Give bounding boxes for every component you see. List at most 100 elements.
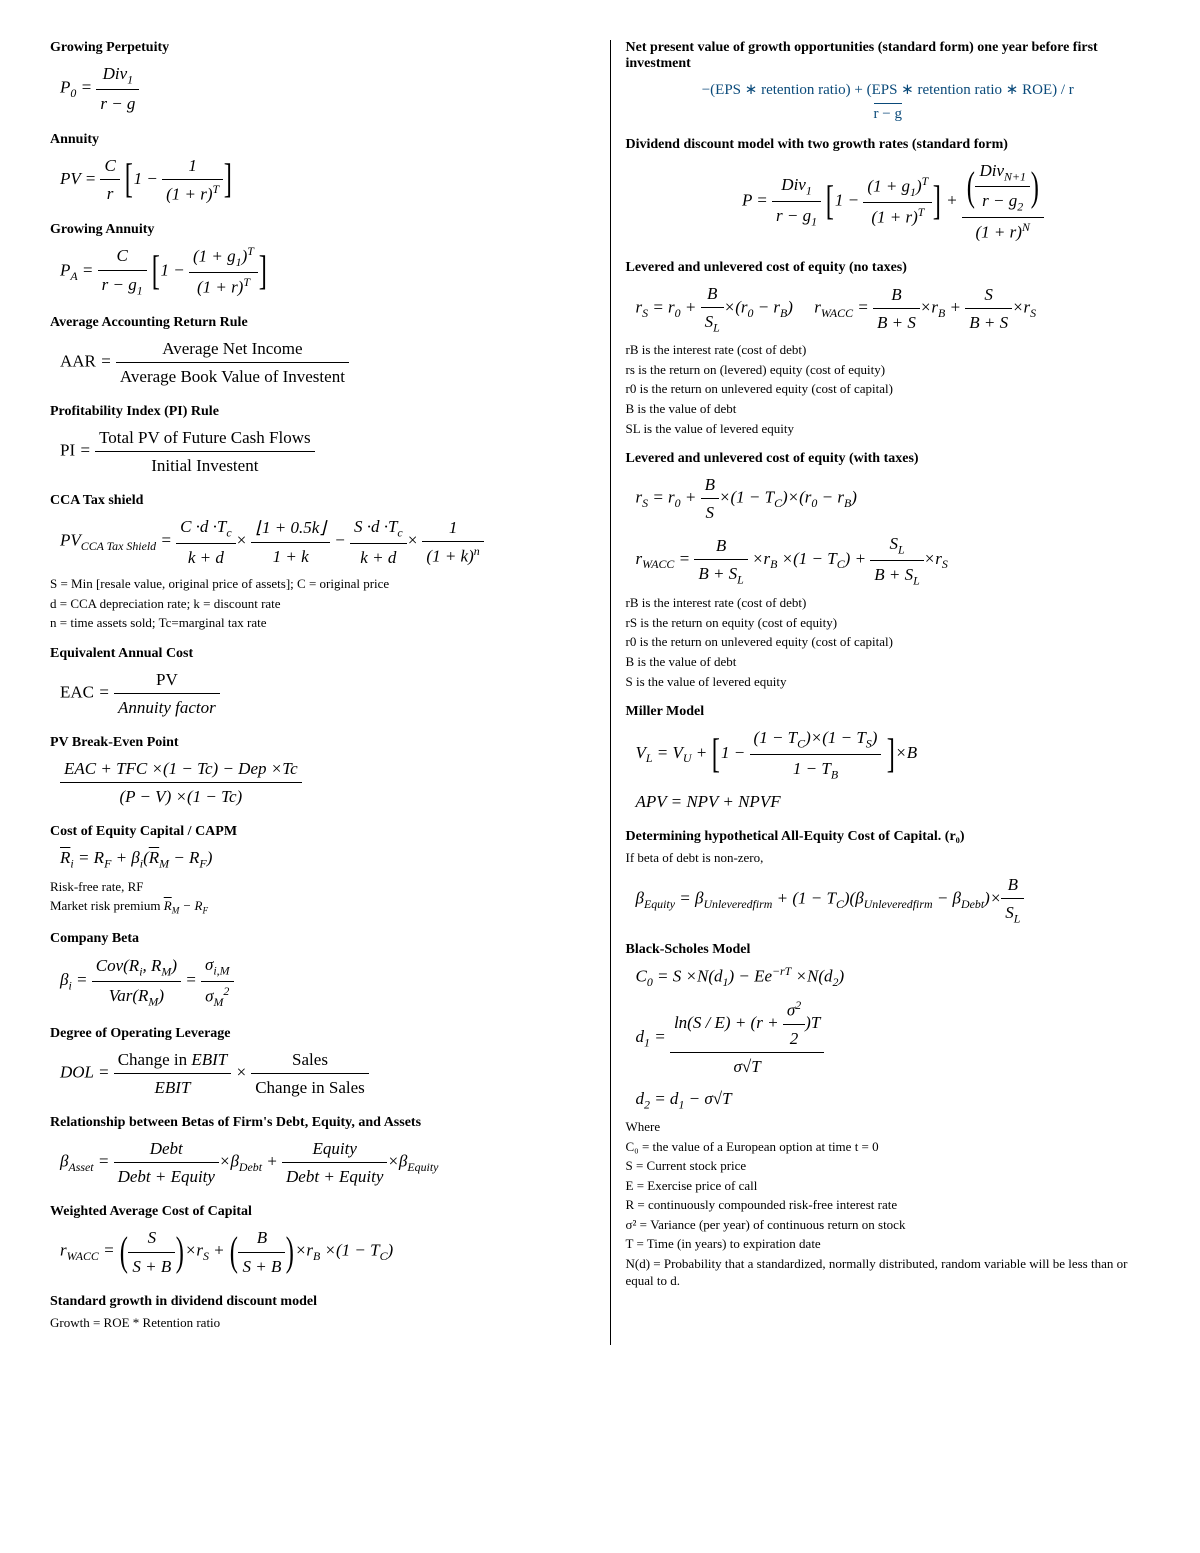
formula: d1 = ln(S / E) + (r + σ22)Tσ√T xyxy=(636,996,1151,1080)
where: Where xyxy=(626,1118,1151,1136)
formula: βi = Cov(Ri, RM)Var(RM) = σi,MσM2 xyxy=(60,951,575,1012)
note: E = Exercise price of call xyxy=(626,1177,1151,1195)
note: rB is the interest rate (cost of debt) xyxy=(626,341,1151,359)
den: (P − V) ×(1 − Tc) xyxy=(60,782,302,810)
formula: −(EPS ∗ retention ratio) + (EPS ∗ retent… xyxy=(626,80,1151,123)
section-npvgo: Net present value of growth opportunitie… xyxy=(626,40,1151,123)
note: rs is the return on (levered) equity (co… xyxy=(626,361,1151,379)
formula: rWACC = (SS + B)×rS + (BS + B)×rB ×(1 − … xyxy=(60,1224,575,1279)
page-columns: Growing Perpetuity P0 = Div1r − g Annuit… xyxy=(50,40,1150,1345)
section-growing-annuity: Growing Annuity PA = Cr − g1 [1 − (1 + g… xyxy=(50,222,575,301)
section-black-scholes: Black-Scholes Model C0 = S ×N(d1) − Ee−r… xyxy=(626,942,1151,1290)
section-dol: Degree of Operating Leverage DOL = Chang… xyxy=(50,1026,575,1101)
note: rS is the return on equity (cost of equi… xyxy=(626,614,1151,632)
section-annuity: Annuity PV = Cr [1 − 1(1 + r)T] xyxy=(50,132,575,208)
num: Total PV of Future Cash Flows xyxy=(95,424,314,451)
note: Growth = ROE * Retention ratio xyxy=(50,1314,575,1332)
title: CCA Tax shield xyxy=(50,493,575,509)
note: rB is the interest rate (cost of debt) xyxy=(626,594,1151,612)
title: Annuity xyxy=(50,132,575,148)
section-ddm-two-growth: Dividend discount model with two growth … xyxy=(626,137,1151,246)
formula: rS = r0 + BSL×(r0 − rB) rWACC = BB + S×r… xyxy=(636,280,1151,338)
section-all-equity-cost: Determining hypothetical All-Equity Cost… xyxy=(626,829,1151,928)
formula: P = Div1r − g1 [1 − (1 + g1)T(1 + r)T] +… xyxy=(636,157,1151,246)
section-std-growth: Standard growth in dividend discount mod… xyxy=(50,1294,575,1332)
note: Risk-free rate, RF xyxy=(50,878,575,896)
formula: APV = NPV + NPVF xyxy=(636,788,1151,815)
title: Standard growth in dividend discount mod… xyxy=(50,1294,575,1310)
note: S = Min [resale value, original price of… xyxy=(50,575,575,593)
formula: PA = Cr − g1 [1 − (1 + g1)T(1 + r)T] xyxy=(60,242,575,301)
section-pi: Profitability Index (PI) Rule PI = Total… xyxy=(50,404,575,479)
note: S = Current stock price xyxy=(626,1157,1151,1175)
section-growing-perpetuity: Growing Perpetuity P0 = Div1r − g xyxy=(50,40,575,118)
title: Cost of Equity Capital / CAPM xyxy=(50,824,575,840)
formula: EAC = PVAnnuity factor xyxy=(60,666,575,721)
note: σ² = Variance (per year) of continuous r… xyxy=(626,1216,1151,1234)
formula: C0 = S ×N(d1) − Ee−rT ×N(d2) xyxy=(636,962,1151,992)
title: Relationship between Betas of Firm's Deb… xyxy=(50,1115,575,1131)
formula: rWACC = BB + SL ×rB ×(1 − TC) + SLB + SL… xyxy=(636,530,1151,590)
section-pv-breakeven: PV Break-Even Point EAC + TFC ×(1 − Tc) … xyxy=(50,735,575,810)
title: Average Accounting Return Rule xyxy=(50,315,575,331)
formula: P0 = Div1r − g xyxy=(60,60,575,118)
num: EAC + TFC ×(1 − Tc) − Dep ×Tc xyxy=(60,755,302,782)
formula: DOL = Change in EBITEBIT × SalesChange i… xyxy=(60,1046,575,1101)
title: Equivalent Annual Cost xyxy=(50,646,575,662)
formula: VL = VU + [1 − (1 − TC)×(1 − TS)1 − TB ]… xyxy=(636,724,1151,784)
den: Initial Investent xyxy=(95,451,314,479)
section-miller: Miller Model VL = VU + [1 − (1 − TC)×(1 … xyxy=(626,704,1151,815)
section-aar: Average Accounting Return Rule AAR = Ave… xyxy=(50,315,575,390)
formula: PV = Cr [1 − 1(1 + r)T] xyxy=(60,152,575,208)
formula: Ri = RF + βi(RM − RF) xyxy=(60,844,575,873)
title: Miller Model xyxy=(626,704,1151,720)
title: Dividend discount model with two growth … xyxy=(626,137,1151,153)
note: T = Time (in years) to expiration date xyxy=(626,1235,1151,1253)
formula: βEquity = βUnleveredfirm + (1 − TC)(βUnl… xyxy=(636,871,1151,929)
note: r0 is the return on unlevered equity (co… xyxy=(626,633,1151,651)
formula: AAR = Average Net IncomeAverage Book Val… xyxy=(60,335,575,390)
formula: d2 = d1 − σ√T xyxy=(636,1085,1151,1114)
formula: EAC + TFC ×(1 − Tc) − Dep ×Tc(P − V) ×(1… xyxy=(60,755,575,810)
note: d = CCA depreciation rate; k = discount … xyxy=(50,595,575,613)
title: Company Beta xyxy=(50,931,575,947)
num: Average Net Income xyxy=(116,335,349,362)
den: Average Book Value of Investent xyxy=(116,362,349,390)
title: Levered and unlevered cost of equity (wi… xyxy=(626,451,1151,467)
title: Profitability Index (PI) Rule xyxy=(50,404,575,420)
section-company-beta: Company Beta βi = Cov(Ri, RM)Var(RM) = σ… xyxy=(50,931,575,1012)
section-cca: CCA Tax shield PVCCA Tax Shield = C ·d ·… xyxy=(50,493,575,631)
formula: PVCCA Tax Shield = C ·d ·Tck + d× ⌊1 + 0… xyxy=(60,513,575,571)
left-column: Growing Perpetuity P0 = Div1r − g Annuit… xyxy=(50,40,590,1345)
note: If beta of debt is non-zero, xyxy=(626,849,1151,867)
note: S is the value of levered equity xyxy=(626,673,1151,691)
section-eac: Equivalent Annual Cost EAC = PVAnnuity f… xyxy=(50,646,575,721)
title: Weighted Average Cost of Capital xyxy=(50,1204,575,1220)
note: B is the value of debt xyxy=(626,400,1151,418)
note: C₀ = the value of a European option at t… xyxy=(626,1138,1151,1156)
note: r0 is the return on unlevered equity (co… xyxy=(626,380,1151,398)
title: Levered and unlevered cost of equity (no… xyxy=(626,260,1151,276)
title: PV Break-Even Point xyxy=(50,735,575,751)
note: n = time assets sold; Tc=marginal tax ra… xyxy=(50,614,575,632)
right-column: Net present value of growth opportunitie… xyxy=(610,40,1151,1345)
section-beta-relation: Relationship between Betas of Firm's Deb… xyxy=(50,1115,575,1190)
note: Market risk premium RM − RF xyxy=(50,897,575,917)
note: B is the value of debt xyxy=(626,653,1151,671)
title: Growing Perpetuity xyxy=(50,40,575,56)
title: Degree of Operating Leverage xyxy=(50,1026,575,1042)
formula: βAsset = DebtDebt + Equity×βDebt + Equit… xyxy=(60,1135,575,1190)
label: Market risk premium xyxy=(50,898,164,913)
section-capm: Cost of Equity Capital / CAPM Ri = RF + … xyxy=(50,824,575,917)
num: −(EPS ∗ retention ratio) + (EPS ∗ retent… xyxy=(626,80,1151,103)
title: Growing Annuity xyxy=(50,222,575,238)
title: Determining hypothetical All-Equity Cost… xyxy=(626,829,1151,845)
den: r − g xyxy=(874,103,902,123)
title: Black-Scholes Model xyxy=(626,942,1151,958)
title: Net present value of growth opportunitie… xyxy=(626,40,1151,72)
note: SL is the value of levered equity xyxy=(626,420,1151,438)
section-wacc: Weighted Average Cost of Capital rWACC =… xyxy=(50,1204,575,1279)
note: N(d) = Probability that a standardized, … xyxy=(626,1255,1151,1290)
formula: PI = Total PV of Future Cash FlowsInitia… xyxy=(60,424,575,479)
section-cost-equity-tax: Levered and unlevered cost of equity (wi… xyxy=(626,451,1151,690)
